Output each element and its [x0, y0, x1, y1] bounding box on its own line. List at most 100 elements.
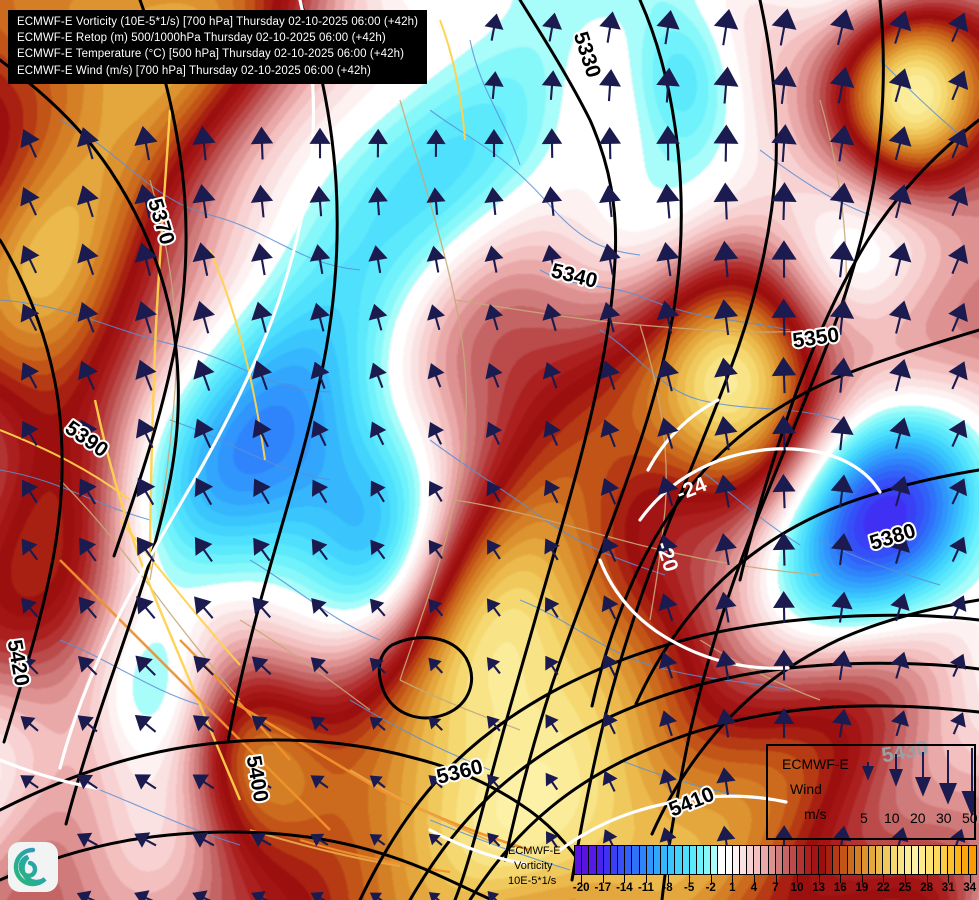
colorbar-tick-label-1: -17 [594, 882, 612, 894]
wind-arrow [21, 362, 39, 389]
wind-arrow [656, 300, 680, 334]
colorbar-tick-0 [581, 875, 583, 883]
wind-arrow [76, 890, 98, 900]
geopotential-contour-8 [112, 0, 188, 558]
wind-arrow [135, 418, 156, 449]
wind-arrow [136, 536, 155, 563]
wind-arrow [486, 657, 501, 675]
wind-arrow [310, 716, 329, 732]
wind-arrow [830, 474, 854, 508]
road-8 [119, 519, 241, 666]
wind-legend-variable: Wind [790, 781, 822, 797]
svg-text:-24: -24 [673, 473, 710, 506]
colorbar-caption: ECMWF-E Vorticity 10E-5*1/s [508, 844, 574, 889]
wind-arrow [541, 186, 563, 216]
wind-arrow [369, 421, 387, 446]
wind-arrow [192, 715, 215, 733]
wind-arrow [658, 593, 678, 622]
wind-arrow [428, 775, 443, 789]
colorbar-tick-6 [710, 875, 712, 883]
app-logo[interactable] [8, 842, 58, 892]
wind-arrow [21, 597, 39, 618]
svg-text:5380: 5380 [867, 519, 918, 555]
geopotential-contour-16 [0, 830, 494, 900]
river-15 [879, 59, 961, 136]
colorbar-swatch-55 [969, 846, 976, 874]
wind-arrow [656, 9, 680, 45]
wind-arrow [487, 832, 501, 847]
cyclone-spiral-icon [13, 847, 47, 887]
wind-arrow [77, 185, 99, 218]
wind-arrow [832, 708, 852, 738]
wind-arrow [830, 9, 855, 46]
svg-text:5350: 5350 [791, 323, 840, 352]
wind-arrow [541, 70, 563, 100]
wind-arrow [544, 597, 560, 618]
wind-arrow [484, 187, 504, 216]
wind-arrow [659, 768, 677, 794]
wind-arrow [79, 478, 97, 505]
wind-arrow [598, 126, 622, 160]
wind-arrow [250, 126, 274, 160]
colorbar-swatch-31 [797, 846, 805, 874]
svg-text:5420: 5420 [3, 638, 34, 688]
geopotential-contour-14 [468, 704, 979, 900]
colorbar-swatch-39 [854, 846, 862, 874]
colorbar-units: 10E-5*1/s [508, 875, 557, 887]
colorbar-tick-8 [753, 875, 755, 883]
colorbar-tick-label-18: 34 [963, 882, 977, 894]
colorbar-tick-label-17: 31 [941, 882, 955, 894]
river-0 [59, 119, 361, 271]
wind-arrow [773, 649, 795, 681]
wind-arrow [888, 300, 912, 334]
wind-arrow [771, 240, 797, 278]
wind-arrow [602, 653, 619, 677]
road-6 [229, 698, 531, 852]
colorbar-swatch-26 [761, 846, 769, 874]
colorbar-tick-label-16: 28 [920, 882, 934, 894]
wind-arrow [658, 651, 678, 679]
wind-arrow [831, 533, 853, 566]
wind-arrow [487, 539, 502, 560]
wind-arrow [949, 595, 967, 620]
wind-arrow [77, 301, 99, 333]
wind-arrow [192, 774, 215, 790]
wind-arrow [601, 595, 619, 620]
colorbar-tick-label-2: -14 [616, 882, 633, 894]
contour-label--20: -20 [651, 539, 682, 575]
wind-arrow [21, 420, 39, 446]
wind-arrow [369, 834, 386, 846]
colorbar-tick-14 [883, 875, 885, 883]
colorbar-swatch-40 [861, 846, 870, 874]
colorbar-tick-label-9: 7 [772, 882, 779, 894]
wind-arrow [310, 833, 329, 847]
wind-arrow-20 [915, 752, 931, 797]
wind-speed-5: 5 [860, 810, 868, 826]
colorbar-swatch-6 [618, 846, 626, 874]
wind-arrow [428, 480, 444, 502]
colorbar-tick-label-11: 13 [812, 882, 826, 894]
river-16 [349, 699, 491, 771]
wind-arrow [772, 473, 796, 509]
colorbar-tick-7 [732, 875, 734, 883]
colorbar-swatch-8 [632, 846, 640, 874]
wind-arrow [251, 715, 272, 732]
geopotential-contour-4 [738, 118, 979, 582]
wind-arrow [194, 477, 214, 506]
colorbar-swatch-54 [962, 846, 970, 874]
colorbar-swatch-18 [704, 846, 712, 874]
wind-arrow [368, 303, 388, 331]
geopotential-contour-13 [408, 661, 979, 900]
wind-arrow [20, 775, 39, 789]
colorbar-swatch-20 [718, 846, 726, 874]
colorbar-swatch-51 [940, 846, 948, 874]
wind-arrow [251, 243, 273, 276]
road-3 [0, 429, 131, 501]
wind-arrow [20, 303, 40, 332]
colorbar-tick-16 [926, 875, 928, 883]
wind-arrow [829, 182, 855, 220]
wind-arrow [542, 12, 562, 42]
wind-arrow [771, 356, 797, 394]
